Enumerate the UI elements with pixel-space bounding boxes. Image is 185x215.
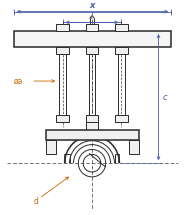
Bar [46,130,139,140]
Bar [86,115,98,122]
Bar [115,115,128,122]
Bar [115,24,128,31]
Text: c: c [162,93,167,102]
Bar [56,115,69,122]
Bar [56,24,69,31]
Bar [14,31,171,47]
Text: øa: øa [14,77,23,86]
Bar [46,140,56,154]
Bar [86,122,98,130]
Bar [56,47,69,54]
Bar [86,24,98,31]
Text: x: x [89,1,95,10]
Bar [129,140,139,154]
Bar [86,47,98,54]
Text: d: d [34,197,39,206]
Bar [115,47,128,54]
Text: l: l [91,12,93,21]
